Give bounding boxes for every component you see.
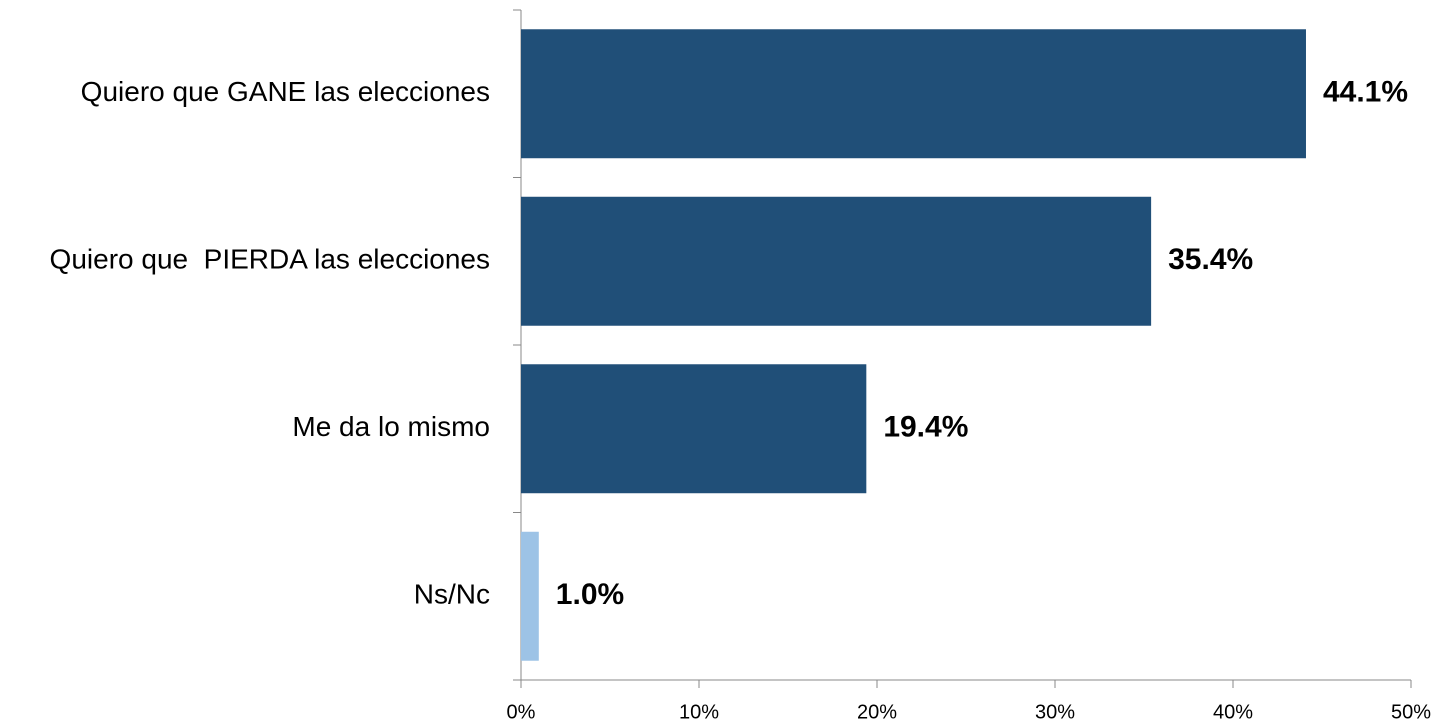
- bar: [521, 29, 1306, 159]
- data-label: 44.1%: [1323, 76, 1408, 109]
- y-tick-label: Quiero que PIERDA las elecciones: [50, 244, 490, 275]
- x-tick-label: 40%: [1213, 701, 1253, 723]
- y-tick-label: Ns/Nc: [414, 579, 490, 610]
- x-tick-label: 20%: [857, 701, 897, 723]
- x-tick-label: 50%: [1391, 701, 1431, 723]
- data-label: 35.4%: [1168, 243, 1253, 276]
- y-tick-label: Me da lo mismo: [292, 411, 490, 442]
- bar: [521, 531, 539, 661]
- y-tick-label: Quiero que GANE las elecciones: [81, 76, 490, 107]
- x-tick-label: 30%: [1035, 701, 1075, 723]
- data-label: 1.0%: [556, 578, 624, 611]
- data-label: 19.4%: [883, 411, 968, 444]
- bar: [521, 364, 867, 494]
- x-tick-label: 0%: [507, 701, 536, 723]
- x-tick-label: 10%: [679, 701, 719, 723]
- bar: [521, 196, 1152, 326]
